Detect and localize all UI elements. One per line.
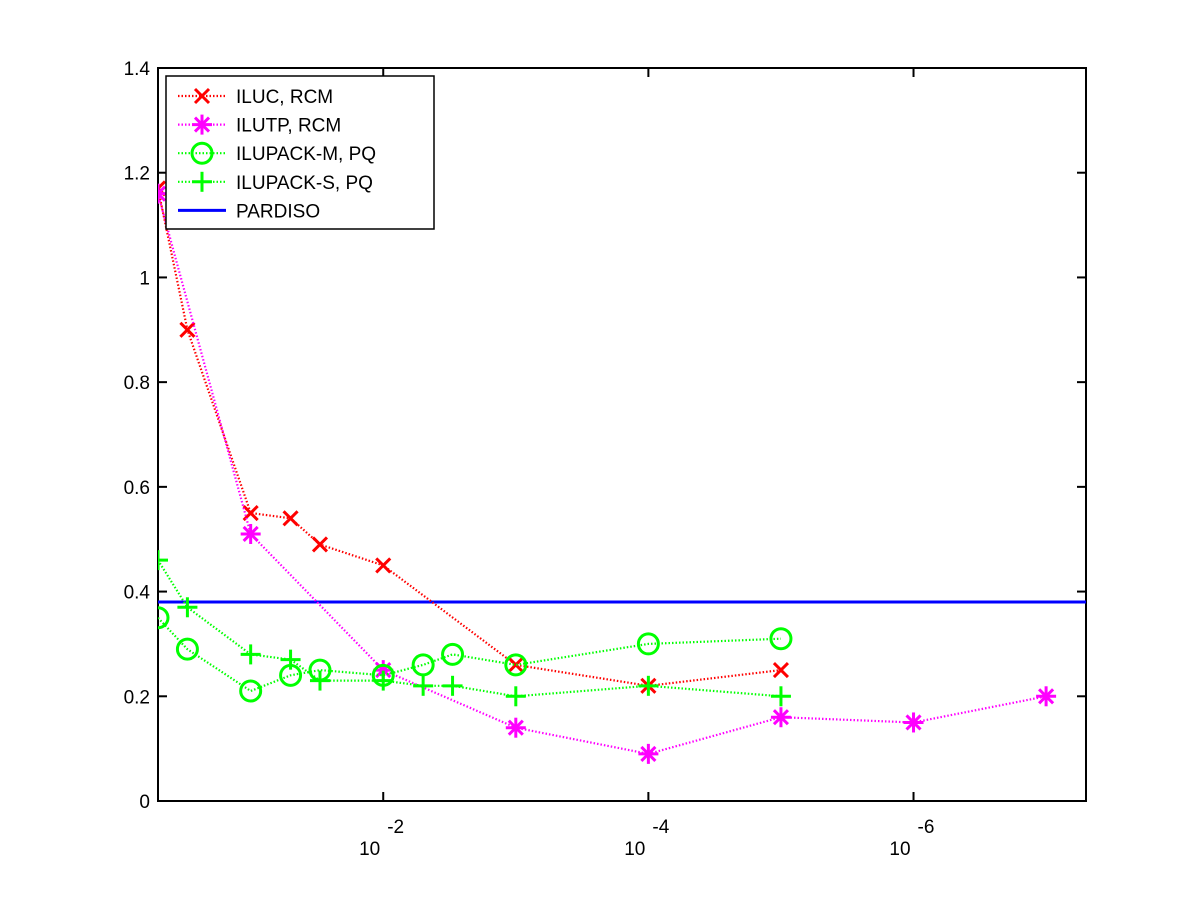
- data-point-marker: [504, 653, 528, 677]
- y-tick-label: 1: [139, 268, 150, 289]
- legend-label: PARDISO: [236, 201, 320, 222]
- x-tick-label-base: 10: [889, 839, 910, 860]
- y-tick-label: 1.2: [124, 164, 150, 185]
- series-ilupack-s-pq: [158, 550, 791, 707]
- x-tick-label-base: 10: [624, 839, 645, 860]
- data-point-marker-stroke: [242, 504, 259, 522]
- data-point-marker-stroke: [905, 714, 922, 731]
- data-point-marker: [309, 670, 330, 691]
- legend-item: ILUPACK-S, PQ: [178, 171, 373, 194]
- data-point-marker: [507, 656, 524, 673]
- data-point-marker: [505, 686, 526, 707]
- data-point-marker-stroke: [242, 525, 259, 543]
- data-point-marker-stroke: [179, 321, 196, 338]
- data-point-marker: [1036, 686, 1057, 707]
- y-tick-label: 1.4: [124, 59, 151, 80]
- legend-marker-stroke: [193, 87, 211, 105]
- data-point-marker: [177, 597, 198, 618]
- data-point-marker-stroke: [772, 662, 790, 679]
- data-point-marker-stroke: [640, 745, 657, 762]
- data-point-marker-stroke: [158, 180, 167, 191]
- series-layer: [158, 180, 1086, 764]
- data-point-marker-stroke: [1038, 688, 1055, 705]
- data-point-marker: [636, 632, 660, 656]
- legend-marker: [192, 114, 212, 135]
- legend-item: PARDISO: [178, 201, 320, 222]
- data-point-marker: [411, 653, 435, 677]
- data-point-marker: [375, 557, 392, 574]
- legend-item: ILUC, RCM: [178, 87, 333, 108]
- legend: ILUC, RCM ILUTP, RCM ILUPACK-M, PQ ILUPACK-…: [165, 75, 435, 230]
- y-tick-label: 0: [139, 792, 150, 813]
- x-tick-label-exponent: -2: [387, 817, 404, 838]
- series-ilupack-m-pq: [158, 606, 793, 703]
- legend-label: ILUTP, RCM: [236, 116, 341, 137]
- legend-label: ILUPACK-M, PQ: [236, 144, 376, 165]
- data-point-marker: [175, 637, 199, 661]
- data-point-marker: [280, 649, 301, 670]
- legend-label: ILUPACK-S, PQ: [236, 173, 373, 194]
- series-iluc-rcm: [158, 180, 790, 694]
- legend-marker: [192, 171, 212, 192]
- legend-marker-stroke: [193, 116, 211, 133]
- legend-label: ILUC, RCM: [236, 87, 333, 108]
- data-point-marker: [772, 662, 790, 679]
- series-ilutp-rcm: [158, 183, 1057, 764]
- data-point-marker: [158, 183, 168, 204]
- data-point-marker-stroke: [507, 656, 524, 673]
- legend-marker: [190, 141, 214, 165]
- data-point-marker-stroke: [158, 191, 167, 202]
- data-point-marker: [638, 743, 659, 764]
- data-point-marker-stroke: [772, 709, 790, 726]
- data-point-marker: [413, 675, 434, 696]
- data-point-marker-stroke: [311, 536, 329, 553]
- tick-layer: 0 0.2 0.4 0.6 0.8 1 1.2 1.4 10 -2 10 -4 10 -6: [124, 59, 1086, 860]
- data-point-marker: [240, 523, 261, 544]
- series-line: [158, 193, 1047, 756]
- data-point-marker: [903, 712, 924, 733]
- x-tick-label-exponent: -4: [652, 817, 669, 838]
- data-point-marker: [373, 670, 394, 691]
- legend-item: ILUPACK-M, PQ: [178, 141, 376, 165]
- data-point-marker: [282, 510, 299, 527]
- legend-marker: [193, 87, 211, 105]
- data-point-marker: [311, 536, 329, 553]
- data-point-marker: [770, 686, 791, 707]
- data-point-marker: [769, 627, 793, 651]
- y-tick-label: 0.8: [124, 373, 150, 394]
- data-point-marker: [770, 707, 791, 728]
- data-point-marker: [240, 644, 261, 665]
- x-tick-label-exponent: -6: [918, 817, 935, 838]
- plot-area-frame: [157, 67, 1087, 802]
- data-point-marker-stroke: [282, 510, 299, 527]
- data-point-marker: [179, 321, 196, 338]
- data-point-marker-stroke: [507, 719, 524, 736]
- data-point-marker: [441, 642, 465, 666]
- legend-item: ILUTP, RCM: [178, 114, 341, 137]
- axes-frame-layer: [157, 67, 1087, 802]
- data-point-marker-stroke: [158, 185, 167, 196]
- data-point-marker: [242, 504, 259, 522]
- data-point-marker: [442, 675, 463, 696]
- x-tick-label-base: 10: [359, 839, 380, 860]
- y-tick-label: 0.4: [124, 583, 151, 604]
- data-point-marker: [158, 606, 170, 630]
- data-point-marker-stroke: [375, 557, 392, 574]
- data-point-marker: [638, 675, 659, 696]
- series-line: [158, 188, 782, 687]
- data-point-marker: [158, 550, 168, 571]
- y-tick-label: 0.6: [124, 478, 150, 499]
- data-point-marker: [239, 679, 263, 703]
- data-point-marker: [505, 717, 526, 738]
- series-line: [158, 559, 781, 698]
- y-tick-label: 0.2: [124, 687, 150, 708]
